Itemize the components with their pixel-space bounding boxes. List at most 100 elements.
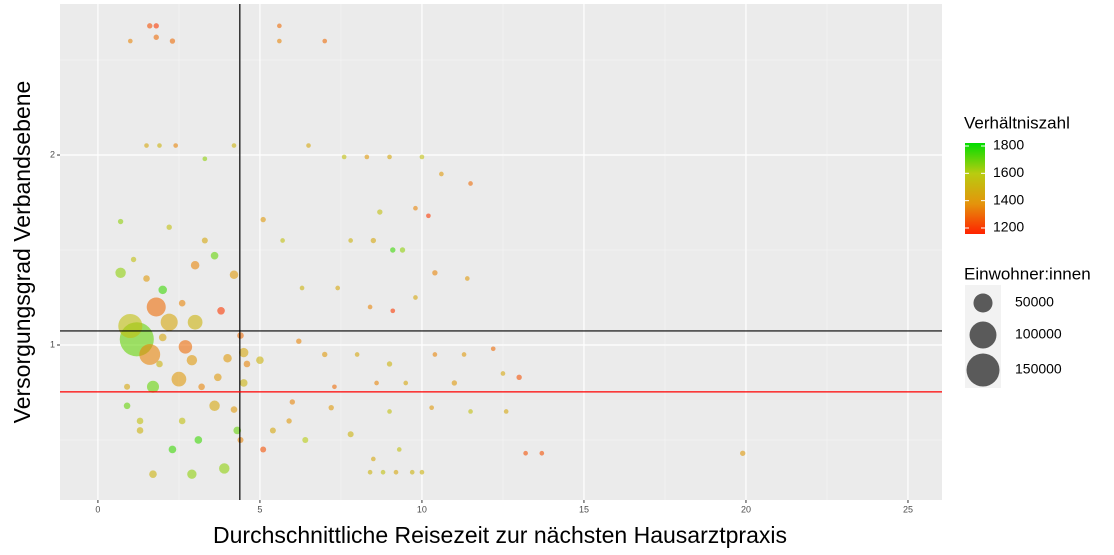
point — [322, 38, 328, 44]
point — [157, 143, 162, 148]
point — [130, 256, 137, 263]
point — [468, 181, 473, 186]
point — [127, 38, 133, 44]
point — [136, 417, 144, 425]
point — [239, 347, 249, 358]
point — [429, 405, 434, 411]
point — [166, 224, 172, 230]
point — [187, 469, 197, 479]
size-legend-label: 100000 — [1015, 326, 1062, 342]
point — [419, 469, 425, 475]
point — [115, 267, 126, 279]
point — [468, 409, 473, 414]
x-axis-title: Durchschnittliche Reisezeit zur nächsten… — [213, 522, 787, 548]
point — [419, 154, 425, 160]
point — [146, 297, 166, 317]
point — [269, 427, 276, 434]
point — [156, 360, 163, 368]
point — [229, 270, 239, 279]
point — [396, 447, 402, 452]
point — [280, 238, 285, 243]
color-legend-label: 1600 — [993, 164, 1024, 180]
y-tick-label: 2 — [50, 149, 55, 159]
point — [523, 450, 528, 456]
point — [147, 23, 153, 29]
point — [160, 313, 178, 331]
x-tick-label: 0 — [95, 504, 100, 514]
point — [153, 34, 159, 40]
point — [124, 383, 131, 390]
point — [386, 361, 393, 367]
point — [374, 380, 379, 386]
point — [322, 351, 328, 358]
point — [390, 247, 396, 253]
y-tick-label: 1 — [50, 339, 55, 349]
point — [213, 373, 222, 382]
point — [390, 308, 396, 314]
point — [387, 154, 392, 160]
point — [202, 156, 208, 162]
point — [237, 436, 244, 443]
colorbar — [965, 143, 985, 234]
point — [409, 469, 415, 475]
point — [149, 470, 157, 478]
point — [194, 436, 203, 444]
point — [380, 469, 386, 475]
point — [168, 445, 177, 454]
point — [299, 285, 305, 291]
point — [328, 404, 334, 411]
x-tick-label: 25 — [903, 504, 913, 514]
point — [243, 360, 251, 368]
point — [426, 213, 431, 219]
point — [367, 304, 373, 310]
point — [364, 154, 370, 160]
point — [413, 205, 418, 211]
point — [171, 371, 187, 387]
color-legend-label: 1400 — [993, 191, 1024, 207]
point — [117, 218, 124, 225]
point — [539, 450, 545, 456]
point — [451, 380, 458, 386]
point — [439, 171, 444, 177]
x-tick-label: 10 — [417, 504, 427, 514]
point — [178, 340, 193, 354]
point — [302, 436, 309, 443]
point — [403, 380, 409, 386]
point — [190, 260, 200, 270]
point — [186, 354, 198, 366]
point — [500, 371, 506, 376]
point — [286, 418, 292, 424]
point — [178, 299, 186, 307]
point — [461, 352, 467, 357]
point — [387, 409, 392, 414]
point — [413, 295, 418, 300]
point — [347, 431, 354, 438]
point — [223, 354, 232, 363]
point — [306, 143, 311, 148]
color-legend-label: 1200 — [993, 219, 1024, 235]
point — [256, 356, 264, 364]
point — [231, 143, 237, 148]
point — [178, 417, 186, 425]
point — [296, 338, 302, 344]
point — [289, 399, 296, 405]
point — [335, 285, 341, 291]
point — [233, 426, 242, 435]
point — [516, 374, 522, 380]
point — [153, 23, 159, 29]
size-legend-title: Einwohner:innen — [964, 264, 1091, 283]
point — [201, 237, 208, 244]
point — [210, 251, 219, 260]
point — [146, 380, 160, 393]
point — [740, 450, 746, 456]
point — [239, 379, 248, 387]
point — [277, 23, 282, 29]
color-legend-label: 1800 — [993, 137, 1024, 153]
point — [198, 383, 205, 391]
point — [464, 276, 470, 281]
point — [237, 332, 244, 339]
size-legend-circle — [969, 321, 997, 349]
point — [230, 406, 238, 413]
point — [209, 400, 220, 411]
